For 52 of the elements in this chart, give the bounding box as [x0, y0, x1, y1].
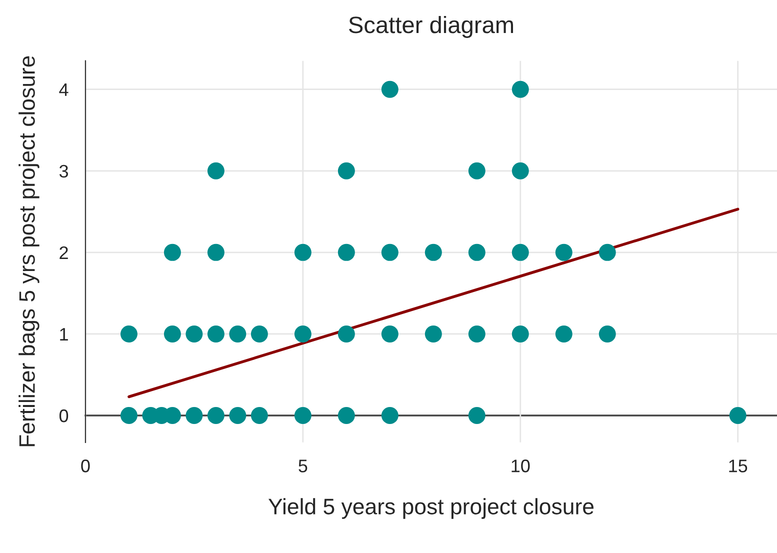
x-tick-label: 10 — [512, 460, 530, 472]
point — [120, 406, 138, 424]
point — [120, 325, 138, 342]
x-axis-title: Yield 5 years post project closure — [268, 498, 594, 519]
point — [424, 244, 442, 261]
point — [294, 244, 312, 261]
y-tick-label: 3 — [59, 164, 68, 178]
point — [338, 244, 355, 261]
point — [207, 325, 224, 342]
point — [207, 244, 224, 261]
point — [164, 325, 181, 342]
chart-title: Scatter diagram — [348, 16, 514, 38]
point — [468, 325, 486, 342]
point — [381, 80, 398, 98]
x-tick-label: 0 — [81, 460, 90, 472]
point — [729, 406, 746, 424]
point — [381, 244, 398, 261]
y-tick-label: 1 — [60, 328, 68, 341]
point — [512, 162, 529, 180]
x-tick-label: 5 — [298, 460, 308, 472]
point — [186, 406, 203, 424]
point — [186, 325, 203, 342]
point — [512, 244, 529, 261]
point — [338, 406, 355, 424]
point — [338, 162, 355, 180]
x-tick-label: 15 — [729, 460, 748, 472]
y-axis-title: Fertilizer bags 5 yrs post project closure — [18, 56, 40, 446]
point — [512, 325, 529, 342]
point — [207, 406, 224, 424]
point — [294, 325, 312, 342]
point — [468, 406, 486, 424]
point — [229, 325, 246, 342]
y-tick-label: 0 — [59, 409, 68, 422]
point — [250, 406, 268, 424]
y-tick-label: 2 — [60, 246, 68, 259]
y-tick-label: 4 — [59, 83, 68, 96]
point — [468, 162, 486, 180]
point — [598, 244, 616, 261]
point — [381, 406, 398, 424]
point — [338, 325, 355, 342]
point — [424, 325, 442, 342]
point — [294, 406, 312, 424]
point — [555, 325, 572, 342]
point — [555, 244, 572, 261]
point — [381, 325, 398, 342]
point — [207, 162, 224, 180]
point — [468, 244, 486, 261]
point — [164, 244, 181, 261]
point — [512, 80, 529, 98]
point — [229, 406, 246, 424]
point — [598, 325, 616, 342]
point — [250, 325, 268, 342]
